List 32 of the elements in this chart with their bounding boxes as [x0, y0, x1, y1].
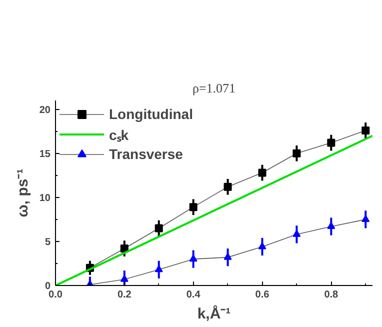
chart-title: ρ=1.071 [192, 80, 236, 96]
point [327, 222, 336, 229]
y-tick-label: 15 [39, 148, 51, 160]
x-tick-label: 0.8 [324, 290, 339, 300]
y-axis-title: ω, ps⁻¹ [14, 168, 32, 218]
point [120, 274, 128, 282]
x-axis-title: k,Å⁻¹ [197, 304, 231, 322]
x-tick-label: 0.0 [48, 290, 63, 300]
y-tick-label: 10 [39, 192, 51, 204]
point [362, 214, 370, 222]
x-tick-label: 0.6 [255, 290, 270, 300]
x-tick-label: 0.2 [117, 290, 132, 300]
point [258, 242, 266, 250]
point [224, 182, 232, 191]
y-tick-label: 0 [44, 281, 51, 292]
point [362, 126, 370, 134]
point [154, 224, 163, 232]
point [224, 252, 232, 260]
point [292, 149, 301, 158]
legend-label: cₛk [109, 126, 129, 144]
legend-label: Transverse [109, 146, 183, 162]
point [292, 230, 301, 237]
y-tick-label: 20 [39, 104, 51, 116]
y-tick-label: 5 [44, 236, 51, 248]
point [154, 265, 163, 272]
legend-label: Longitudinal [109, 106, 193, 122]
point [189, 254, 198, 262]
point [189, 203, 198, 212]
x-tick-label: 0.4 [186, 290, 201, 300]
point [258, 168, 266, 177]
point [327, 138, 336, 147]
point [120, 244, 128, 252]
